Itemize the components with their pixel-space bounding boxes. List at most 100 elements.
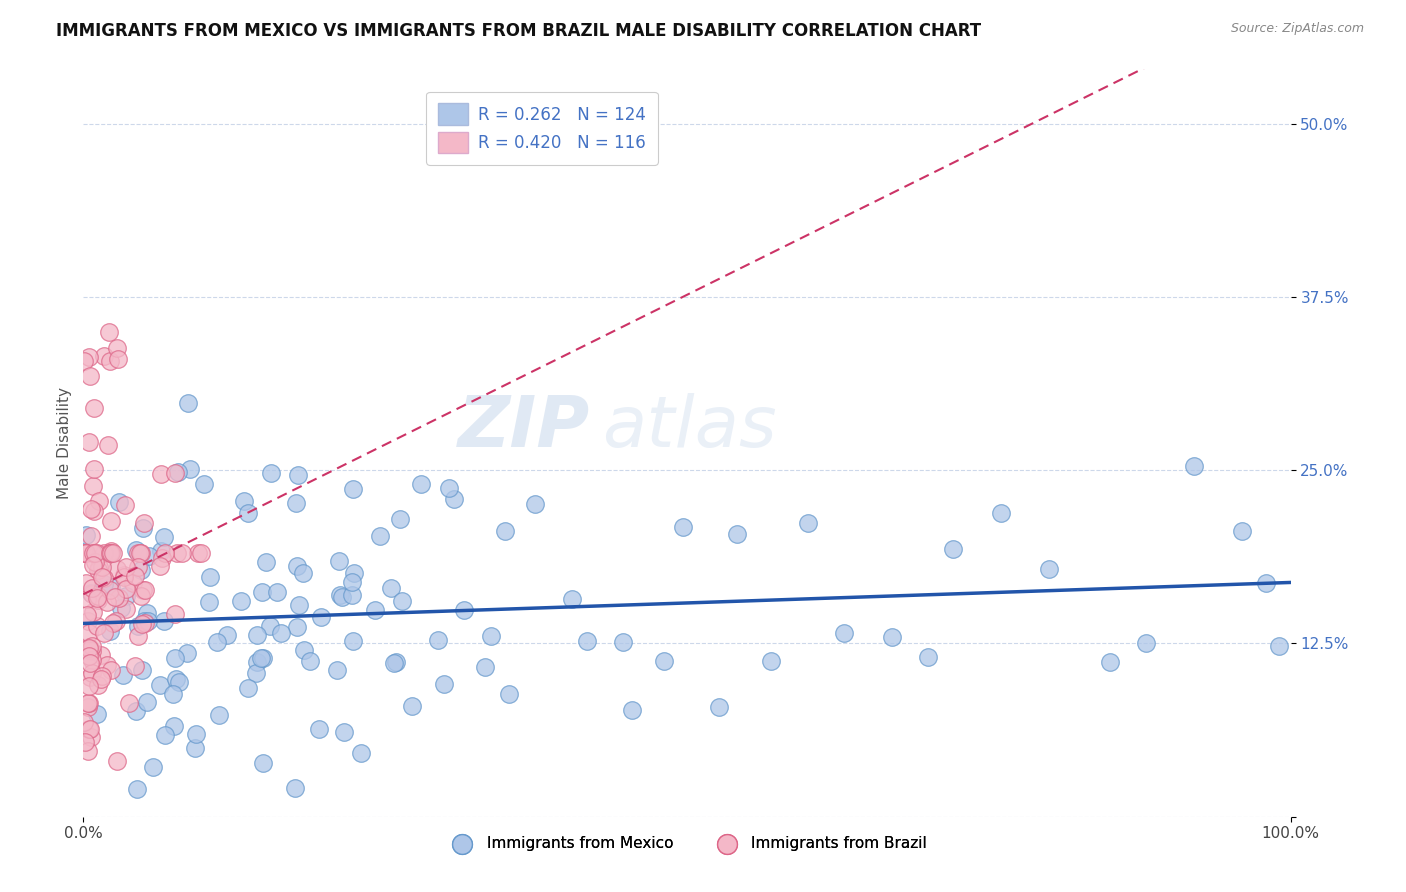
Point <box>75 576 97 591</box>
Point <box>342 482 364 496</box>
Point <box>96 658 118 673</box>
Point <box>364 603 387 617</box>
Point <box>246 628 269 642</box>
Legend: Immigrants from Mexico, Immigrants from Brazil: Immigrants from Mexico, Immigrants from … <box>441 830 934 857</box>
Point <box>287 620 309 634</box>
Point <box>166 546 188 560</box>
Point <box>90 673 112 687</box>
Point <box>343 566 366 580</box>
Point <box>285 559 308 574</box>
Point <box>110 601 132 615</box>
Point <box>259 619 281 633</box>
Point <box>165 467 187 481</box>
Point <box>93 546 115 560</box>
Point <box>75 546 97 560</box>
Point <box>80 502 103 516</box>
Point <box>427 632 450 647</box>
Point <box>77 350 100 364</box>
Point <box>82 582 104 596</box>
Point <box>93 626 115 640</box>
Point <box>385 656 408 670</box>
Point <box>401 699 423 714</box>
Point <box>112 568 135 582</box>
Point <box>84 555 107 569</box>
Point <box>761 654 783 668</box>
Point <box>249 651 271 665</box>
Point <box>127 560 149 574</box>
Point <box>193 476 215 491</box>
Point <box>80 529 103 543</box>
Point <box>309 610 332 624</box>
Point <box>917 649 939 664</box>
Point <box>433 677 456 691</box>
Point <box>142 760 165 774</box>
Point <box>82 479 104 493</box>
Point <box>75 546 97 560</box>
Point <box>131 663 153 677</box>
Point <box>98 582 121 597</box>
Point <box>127 629 149 643</box>
Point <box>621 703 644 717</box>
Point <box>612 635 634 649</box>
Point <box>153 728 176 742</box>
Point <box>105 754 128 768</box>
Point <box>136 695 159 709</box>
Point <box>77 696 100 710</box>
Point <box>236 507 259 521</box>
Point <box>186 727 208 741</box>
Text: Source: ZipAtlas.com: Source: ZipAtlas.com <box>1230 22 1364 36</box>
Point <box>236 681 259 695</box>
Point <box>80 586 103 600</box>
Point <box>138 549 160 563</box>
Point <box>474 659 496 673</box>
Point <box>80 666 103 681</box>
Point <box>254 555 277 569</box>
Point <box>77 641 100 656</box>
Point <box>163 719 186 733</box>
Point <box>125 543 148 558</box>
Point <box>86 707 108 722</box>
Point <box>97 438 120 452</box>
Point <box>75 735 97 749</box>
Point <box>114 602 136 616</box>
Point <box>114 498 136 512</box>
Point <box>132 583 155 598</box>
Point <box>93 571 115 585</box>
Point <box>252 650 274 665</box>
Point <box>380 582 402 596</box>
Point <box>97 325 120 339</box>
Point <box>479 629 502 643</box>
Point <box>107 352 129 367</box>
Point <box>176 646 198 660</box>
Point <box>107 495 129 509</box>
Point <box>77 640 100 654</box>
Point <box>125 704 148 718</box>
Point <box>149 678 172 692</box>
Point <box>87 589 110 603</box>
Point <box>246 655 269 669</box>
Point <box>153 615 176 629</box>
Point <box>1098 655 1121 669</box>
Point <box>80 730 103 744</box>
Point <box>172 546 194 560</box>
Point <box>127 618 149 632</box>
Point <box>91 668 114 682</box>
Point <box>129 546 152 560</box>
Point <box>83 401 105 415</box>
Point <box>98 546 121 560</box>
Point <box>990 506 1012 520</box>
Point <box>122 576 145 591</box>
Point <box>453 603 475 617</box>
Text: atlas: atlas <box>602 393 778 462</box>
Point <box>83 504 105 518</box>
Point <box>82 558 104 573</box>
Point <box>1038 562 1060 576</box>
Point <box>79 679 101 693</box>
Point <box>77 699 100 714</box>
Point <box>101 615 124 630</box>
Point <box>104 590 127 604</box>
Point <box>652 654 675 668</box>
Point <box>389 511 412 525</box>
Point <box>79 670 101 684</box>
Point <box>382 656 405 670</box>
